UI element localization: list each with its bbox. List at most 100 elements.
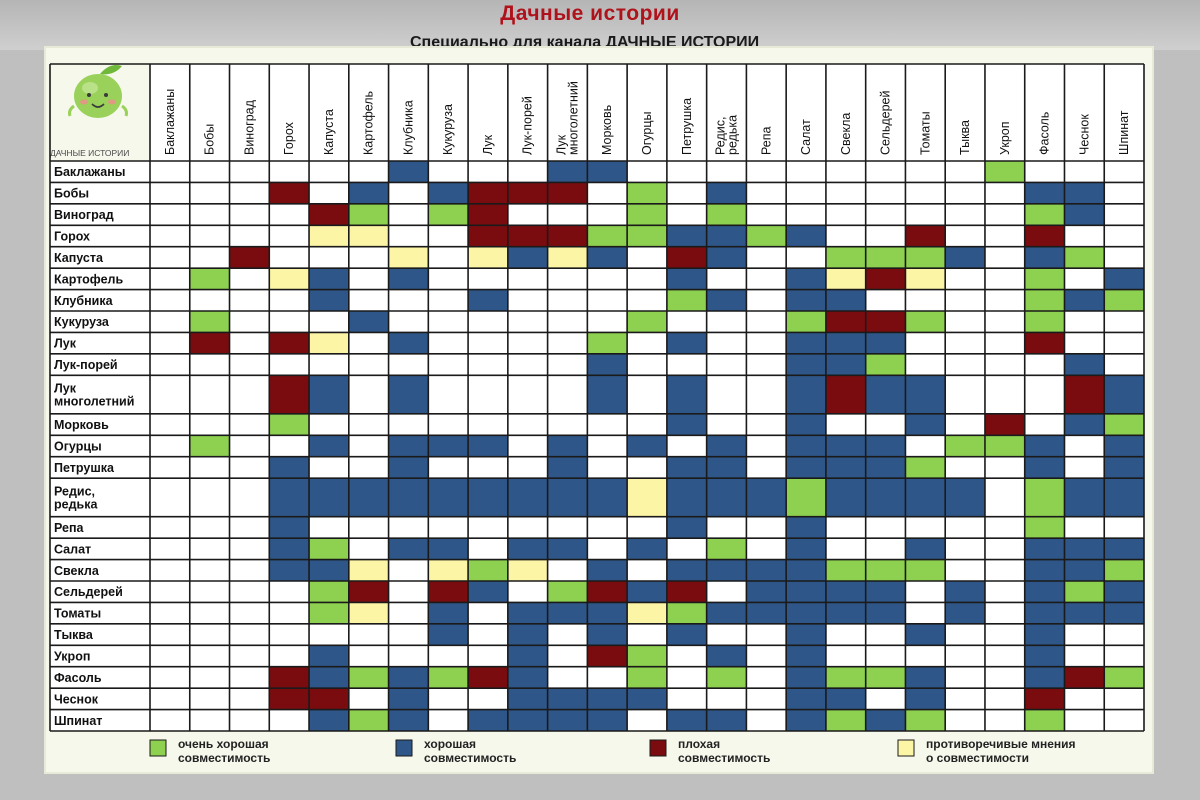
compat-cell bbox=[666, 268, 707, 290]
compat-cell bbox=[1104, 268, 1144, 290]
compat-cell bbox=[945, 246, 985, 269]
compat-cell bbox=[905, 435, 946, 457]
compat-cell bbox=[468, 268, 508, 290]
compat-cell bbox=[627, 456, 667, 479]
compat-cell bbox=[309, 581, 349, 603]
compat-cell bbox=[150, 709, 190, 731]
compat-cell bbox=[746, 456, 787, 479]
compat-cell bbox=[547, 666, 588, 689]
row-label: Морковь bbox=[54, 418, 109, 432]
compat-cell bbox=[1104, 375, 1144, 414]
compat-cell bbox=[666, 456, 707, 479]
compat-cell bbox=[984, 559, 1025, 581]
compat-cell bbox=[945, 311, 985, 333]
compat-cell bbox=[1104, 538, 1144, 560]
compat-cell bbox=[984, 268, 1025, 290]
frame-top bbox=[0, 0, 1200, 50]
compat-cell bbox=[905, 375, 946, 414]
compat-cell bbox=[945, 353, 985, 376]
compat-cell bbox=[189, 559, 230, 581]
compat-cell bbox=[468, 289, 508, 311]
compat-cell bbox=[666, 645, 707, 667]
compat-cell bbox=[706, 182, 747, 204]
compat-cell bbox=[269, 709, 310, 731]
compat-cell bbox=[229, 559, 270, 581]
row-label: Сельдерей bbox=[54, 585, 123, 599]
compat-cell bbox=[746, 268, 787, 290]
compat-cell bbox=[309, 225, 349, 247]
compat-cell bbox=[1104, 332, 1144, 354]
compat-cell bbox=[905, 182, 946, 204]
column-label: Репа bbox=[759, 126, 773, 155]
compat-cell bbox=[1024, 666, 1065, 689]
compat-cell bbox=[746, 182, 787, 204]
compat-cell bbox=[666, 311, 707, 333]
compat-cell bbox=[984, 688, 1025, 710]
row-label: Клубника bbox=[54, 294, 114, 308]
compat-cell bbox=[786, 516, 826, 539]
compat-cell bbox=[1064, 268, 1105, 290]
compat-cell bbox=[189, 375, 230, 414]
compat-cell bbox=[746, 623, 787, 646]
compat-cell bbox=[746, 203, 787, 226]
compat-cell bbox=[507, 538, 548, 560]
compat-cell bbox=[905, 413, 946, 436]
compat-cell bbox=[388, 375, 429, 414]
column-label: Укроп bbox=[998, 121, 1012, 155]
compat-cell bbox=[627, 353, 667, 376]
compat-cell bbox=[666, 246, 707, 269]
compat-cell bbox=[150, 311, 190, 333]
compat-cell bbox=[587, 666, 628, 689]
compat-cell bbox=[865, 413, 906, 436]
row-label: Петрушка bbox=[54, 461, 115, 475]
compat-cell bbox=[507, 182, 548, 204]
row-label: редька bbox=[54, 497, 98, 511]
compat-cell bbox=[746, 375, 787, 414]
compat-cell bbox=[388, 559, 429, 581]
compat-cell bbox=[706, 289, 747, 311]
compat-cell bbox=[746, 332, 787, 354]
compat-cell bbox=[468, 623, 508, 646]
row-label: Виноград bbox=[54, 208, 114, 222]
compat-cell bbox=[428, 645, 469, 667]
compat-cell bbox=[229, 435, 270, 457]
compat-cell bbox=[388, 456, 429, 479]
compat-cell bbox=[1064, 225, 1105, 247]
compat-cell bbox=[1064, 478, 1105, 517]
compat-cell bbox=[189, 602, 230, 624]
compat-cell bbox=[229, 478, 270, 517]
compat-cell bbox=[905, 268, 946, 290]
compat-cell bbox=[865, 478, 906, 517]
compat-cell bbox=[984, 311, 1025, 333]
compat-cell bbox=[348, 311, 389, 333]
compat-cell bbox=[309, 332, 349, 354]
compat-cell bbox=[229, 225, 270, 247]
legend-label: противоречивые мнения bbox=[926, 737, 1076, 751]
compat-cell bbox=[468, 353, 508, 376]
compat-cell bbox=[388, 435, 429, 457]
compat-cell bbox=[150, 375, 190, 414]
compat-cell bbox=[1024, 353, 1065, 376]
legend-label: совместимость bbox=[178, 751, 270, 765]
compat-cell bbox=[706, 161, 747, 183]
compat-cell bbox=[984, 645, 1025, 667]
compat-cell bbox=[1064, 182, 1105, 204]
compat-cell bbox=[587, 161, 628, 183]
compat-cell bbox=[945, 375, 985, 414]
compat-cell bbox=[706, 246, 747, 269]
compat-cell bbox=[1064, 375, 1105, 414]
compat-cell bbox=[905, 623, 946, 646]
compat-cell bbox=[706, 559, 747, 581]
compat-cell bbox=[746, 688, 787, 710]
compat-cell bbox=[229, 413, 270, 436]
compat-cell bbox=[1024, 161, 1065, 183]
compat-cell bbox=[388, 516, 429, 539]
column-label: Лук bbox=[481, 134, 495, 155]
compat-cell bbox=[547, 709, 588, 731]
compat-cell bbox=[507, 203, 548, 226]
compat-cell bbox=[348, 268, 389, 290]
compat-cell bbox=[1024, 375, 1065, 414]
compat-cell bbox=[507, 225, 548, 247]
compat-cell bbox=[507, 645, 548, 667]
compat-cell bbox=[1104, 478, 1144, 517]
